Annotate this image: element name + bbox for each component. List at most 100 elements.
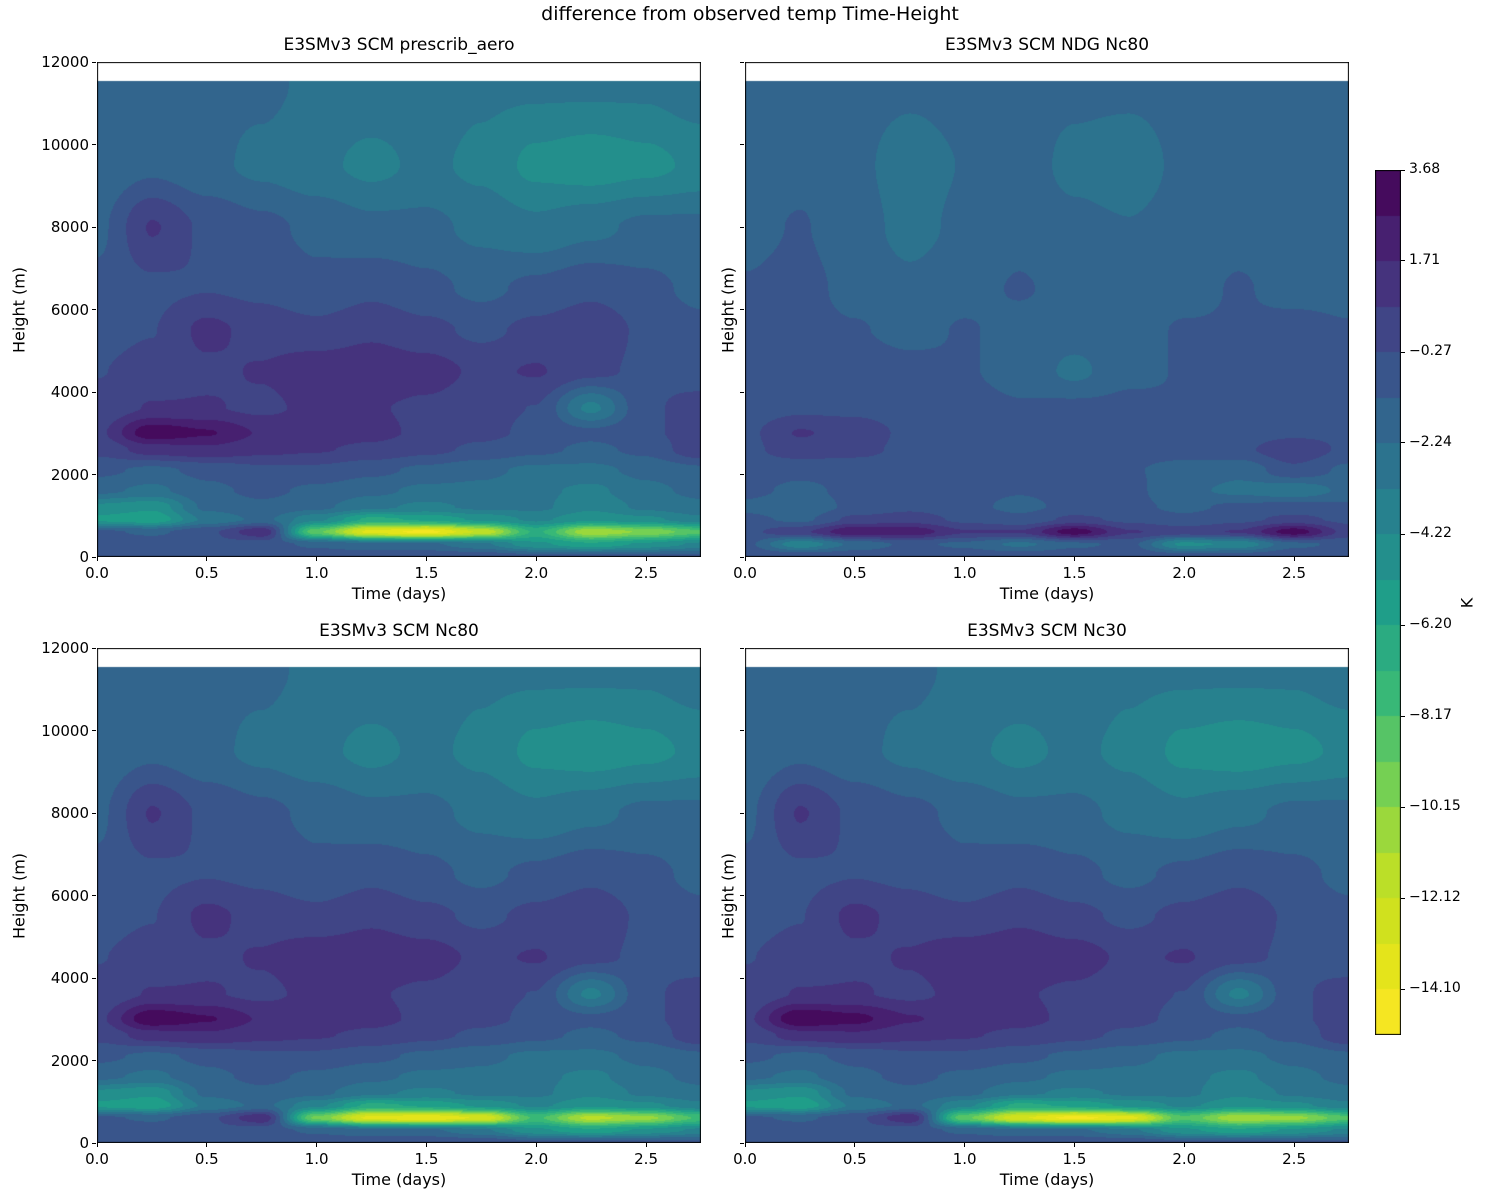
y-tick-mark: [740, 556, 744, 558]
colorbar-tick-label: −12.12: [1409, 889, 1461, 906]
x-tick-label: 0.0: [733, 564, 757, 582]
x-tick-mark: [535, 1143, 537, 1147]
colorbar-tick-label: −14.10: [1409, 980, 1461, 997]
colorbar-tick-mark: [1401, 533, 1405, 535]
x-tick-mark: [316, 557, 318, 561]
y-tick-label: 12000: [41, 639, 89, 657]
y-tick-mark: [92, 144, 96, 145]
x-tick-label: 1.5: [1062, 1150, 1087, 1168]
colorbar-tick-label: −10.15: [1409, 798, 1461, 815]
colorbar-tick-label: −6.20: [1409, 616, 1452, 633]
y-tick-mark: [740, 1060, 744, 1061]
y-tick-mark: [92, 556, 96, 558]
colorbar-tick-mark: [1401, 442, 1405, 444]
y-tick-label: 2000: [50, 1051, 89, 1070]
subplot-title: E3SMv3 SCM prescrib_aero: [283, 35, 515, 55]
y-tick-label: 4000: [50, 383, 89, 401]
contour-plot: [97, 648, 701, 1143]
x-tick-label: 2.5: [634, 1150, 658, 1168]
x-axis-label: Time (days): [999, 1170, 1095, 1189]
x-tick-mark: [744, 1143, 746, 1147]
y-tick-mark: [740, 226, 744, 228]
colorbar-tick-mark: [1401, 806, 1405, 808]
y-tick-label: 8000: [50, 804, 89, 822]
y-tick-mark: [92, 730, 96, 731]
y-tick-mark: [92, 895, 96, 896]
x-tick-mark: [96, 1143, 98, 1147]
x-tick-label: 2.5: [1282, 564, 1306, 582]
x-tick-label: 1.0: [304, 1150, 329, 1168]
colorbar-tick-mark: [1401, 988, 1405, 990]
x-tick-mark: [1073, 1143, 1075, 1147]
contour-plot: [97, 62, 701, 557]
x-axis-label: Time (days): [351, 584, 447, 603]
colorbar-tick-label: −4.22: [1409, 525, 1452, 542]
y-tick-label: 12000: [41, 53, 89, 71]
colorbar-tick-label: −0.27: [1409, 343, 1452, 360]
y-tick-mark: [92, 1060, 96, 1061]
y-tick-mark: [92, 474, 96, 475]
x-tick-label: 1.0: [304, 564, 329, 582]
x-tick-label: 2.0: [524, 564, 549, 582]
x-tick-label: 0.5: [194, 564, 219, 582]
x-tick-mark: [96, 557, 98, 561]
x-tick-mark: [1293, 557, 1295, 561]
x-tick-label: 0.0: [733, 1150, 757, 1168]
y-tick-mark: [740, 474, 744, 475]
y-tick-label: 6000: [50, 886, 89, 905]
y-tick-label: 10000: [41, 721, 89, 740]
y-axis-label: Height (m): [9, 266, 29, 353]
colorbar-tick-label: 3.68: [1409, 161, 1441, 177]
subplot-title: E3SMv3 SCM NDG Nc80: [944, 35, 1150, 55]
colorbar-tick-mark: [1401, 351, 1405, 353]
x-tick-label: 0.0: [85, 564, 109, 582]
subplot-ndg-nc80: E3SMv3 SCM NDG Nc80 Height (m) Time (day…: [719, 35, 1349, 603]
colorbar-tick-label: −2.24: [1409, 433, 1452, 450]
x-tick-mark: [964, 1143, 966, 1147]
x-tick-mark: [535, 557, 537, 561]
y-tick-mark: [740, 391, 744, 393]
x-tick-mark: [206, 1143, 208, 1147]
colorbar-gradient: [1375, 170, 1401, 1035]
x-tick-mark: [206, 557, 208, 561]
contour-plot: [745, 62, 1349, 557]
y-tick-mark: [92, 391, 96, 393]
subplot-nc80: E3SMv3 SCM Nc80 Height (m) Time (days) 0…: [10, 621, 701, 1189]
x-tick-label: 0.0: [85, 1150, 109, 1168]
subplot-prescrib-aero: E3SMv3 SCM prescrib_aero Height (m) Time…: [10, 35, 701, 603]
y-axis-label: Height (m): [718, 852, 738, 939]
y-tick-label: 6000: [50, 300, 89, 319]
x-tick-label: 0.5: [842, 564, 867, 582]
y-tick-mark: [92, 61, 96, 63]
y-tick-label: 0: [79, 1134, 89, 1152]
y-tick-mark: [740, 895, 744, 896]
colorbar-tick-label: 1.71: [1409, 251, 1441, 268]
x-tick-mark: [316, 1143, 318, 1147]
x-tick-label: 0.5: [194, 1150, 219, 1168]
x-tick-label: 2.5: [634, 564, 658, 582]
y-axis-label: Height (m): [718, 266, 738, 353]
x-tick-mark: [1183, 1143, 1185, 1147]
x-tick-label: 2.5: [1282, 1150, 1306, 1168]
colorbar-label: K: [1457, 597, 1477, 608]
y-tick-mark: [740, 144, 744, 145]
x-tick-label: 2.0: [1172, 1150, 1197, 1168]
colorbar: K 3.68 1.71 −0.27 −2.24 −4.22 −6.20 −8.17 −10.1…: [1375, 161, 1477, 1035]
x-axis-label: Time (days): [351, 1170, 447, 1189]
x-tick-mark: [645, 1143, 647, 1147]
x-tick-label: 1.5: [1062, 564, 1087, 582]
y-tick-mark: [740, 977, 744, 979]
y-tick-label: 10000: [41, 135, 89, 154]
colorbar-tick-mark: [1401, 260, 1405, 262]
y-tick-mark: [92, 977, 96, 979]
y-tick-label: 4000: [50, 969, 89, 987]
x-tick-label: 2.0: [1172, 564, 1197, 582]
subplot-title: E3SMv3 SCM Nc30: [967, 621, 1127, 641]
x-tick-mark: [645, 557, 647, 561]
x-tick-label: 1.5: [414, 564, 439, 582]
y-tick-mark: [740, 61, 744, 63]
y-tick-label: 8000: [50, 218, 89, 236]
y-axis-label: Height (m): [9, 852, 29, 939]
x-tick-label: 0.5: [842, 1150, 867, 1168]
